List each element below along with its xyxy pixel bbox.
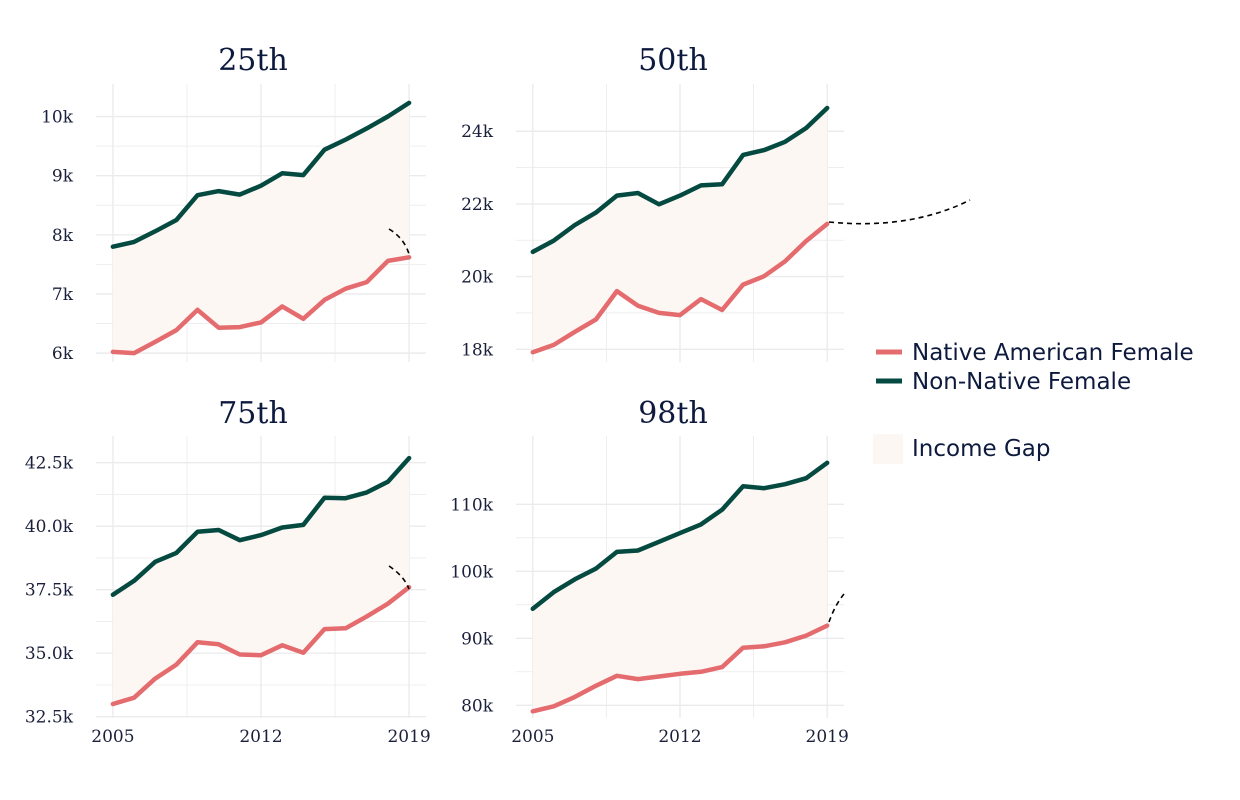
legend-key-income-gap: [873, 434, 903, 464]
y-tick-label: 20k: [461, 268, 494, 288]
facet-title: 98th: [638, 396, 708, 431]
y-tick-label: 110k: [450, 495, 493, 515]
y-tick-label: 80k: [461, 696, 494, 716]
x-tick-label: 2019: [387, 727, 430, 747]
income-gap-area: [532, 108, 828, 353]
y-tick-label: 35.0k: [25, 644, 74, 664]
x-tick-label: 2012: [239, 727, 282, 747]
y-tick-label: 32.5k: [25, 708, 74, 728]
y-tick-label: 22k: [461, 195, 494, 215]
annotation-dashed-curve: [828, 593, 845, 623]
series-line-native-american-female: [530, 623, 830, 714]
legend-label-income-gap: Income Gap: [912, 436, 1050, 462]
annotation-dashed-curve: [828, 199, 971, 225]
y-tick-label: 6k: [52, 344, 74, 364]
y-tick-label: 90k: [461, 629, 494, 649]
series-line-non-native-female: [530, 105, 830, 255]
income-gap-area: [532, 462, 828, 712]
series-line-non-native-female: [530, 460, 830, 612]
panel-25th: 25th 6k 7k 8k 9k 10k: [41, 43, 426, 364]
series-line-native-american-female: [110, 584, 412, 707]
y-tick-label: 8k: [52, 226, 74, 246]
y-tick-label: 100k: [450, 562, 493, 582]
series-line-native-american-female: [110, 255, 412, 356]
y-tick-label: 40.0k: [25, 517, 74, 537]
legend-label-native: Native American Female: [912, 340, 1194, 366]
series-line-non-native-female: [110, 455, 412, 598]
income-gap-area: [112, 102, 410, 354]
annotation-dashed-curve: [388, 228, 410, 255]
y-tick-label: 24k: [461, 122, 494, 142]
series-line-native-american-female: [530, 221, 830, 355]
dashed-annotation-curves: [388, 199, 971, 623]
chart-panels: 25th 6k 7k 8k 9k 10k 50th 18k 20k 22k 24k 75th 32.5k…: [25, 43, 849, 747]
panel-50th: 50th 18k 20k 22k 24k: [461, 43, 844, 362]
legend-label-non-native: Non-Native Female: [912, 369, 1131, 395]
x-tick-label: 2005: [511, 727, 554, 747]
x-tick-label: 2019: [806, 727, 849, 747]
x-tick-label: 2005: [91, 727, 134, 747]
y-tick-label: 37.5k: [25, 581, 74, 601]
y-tick-label: 7k: [52, 285, 74, 305]
y-tick-label: 42.5k: [25, 454, 74, 474]
y-tick-label: 18k: [461, 340, 494, 360]
y-tick-label: 10k: [41, 108, 74, 128]
panel-98th: 98th 80k 90k 100k 110k 2005 2012 2019: [450, 396, 849, 747]
facet-title: 25th: [218, 43, 288, 78]
panel-75th: 75th 32.5k 35.0k 37.5k 40.0k 42.5k 2005 2012 201…: [25, 396, 431, 747]
y-tick-label: 9k: [52, 167, 74, 187]
x-tick-label: 2012: [658, 727, 701, 747]
facet-title: 75th: [218, 396, 288, 431]
legend: Native American Female Non-Native Female…: [873, 340, 1194, 464]
annotation-dashed-curve: [388, 565, 410, 590]
income-gap-area: [112, 458, 410, 704]
facet-title: 50th: [638, 43, 708, 78]
series-line-non-native-female: [110, 100, 412, 249]
